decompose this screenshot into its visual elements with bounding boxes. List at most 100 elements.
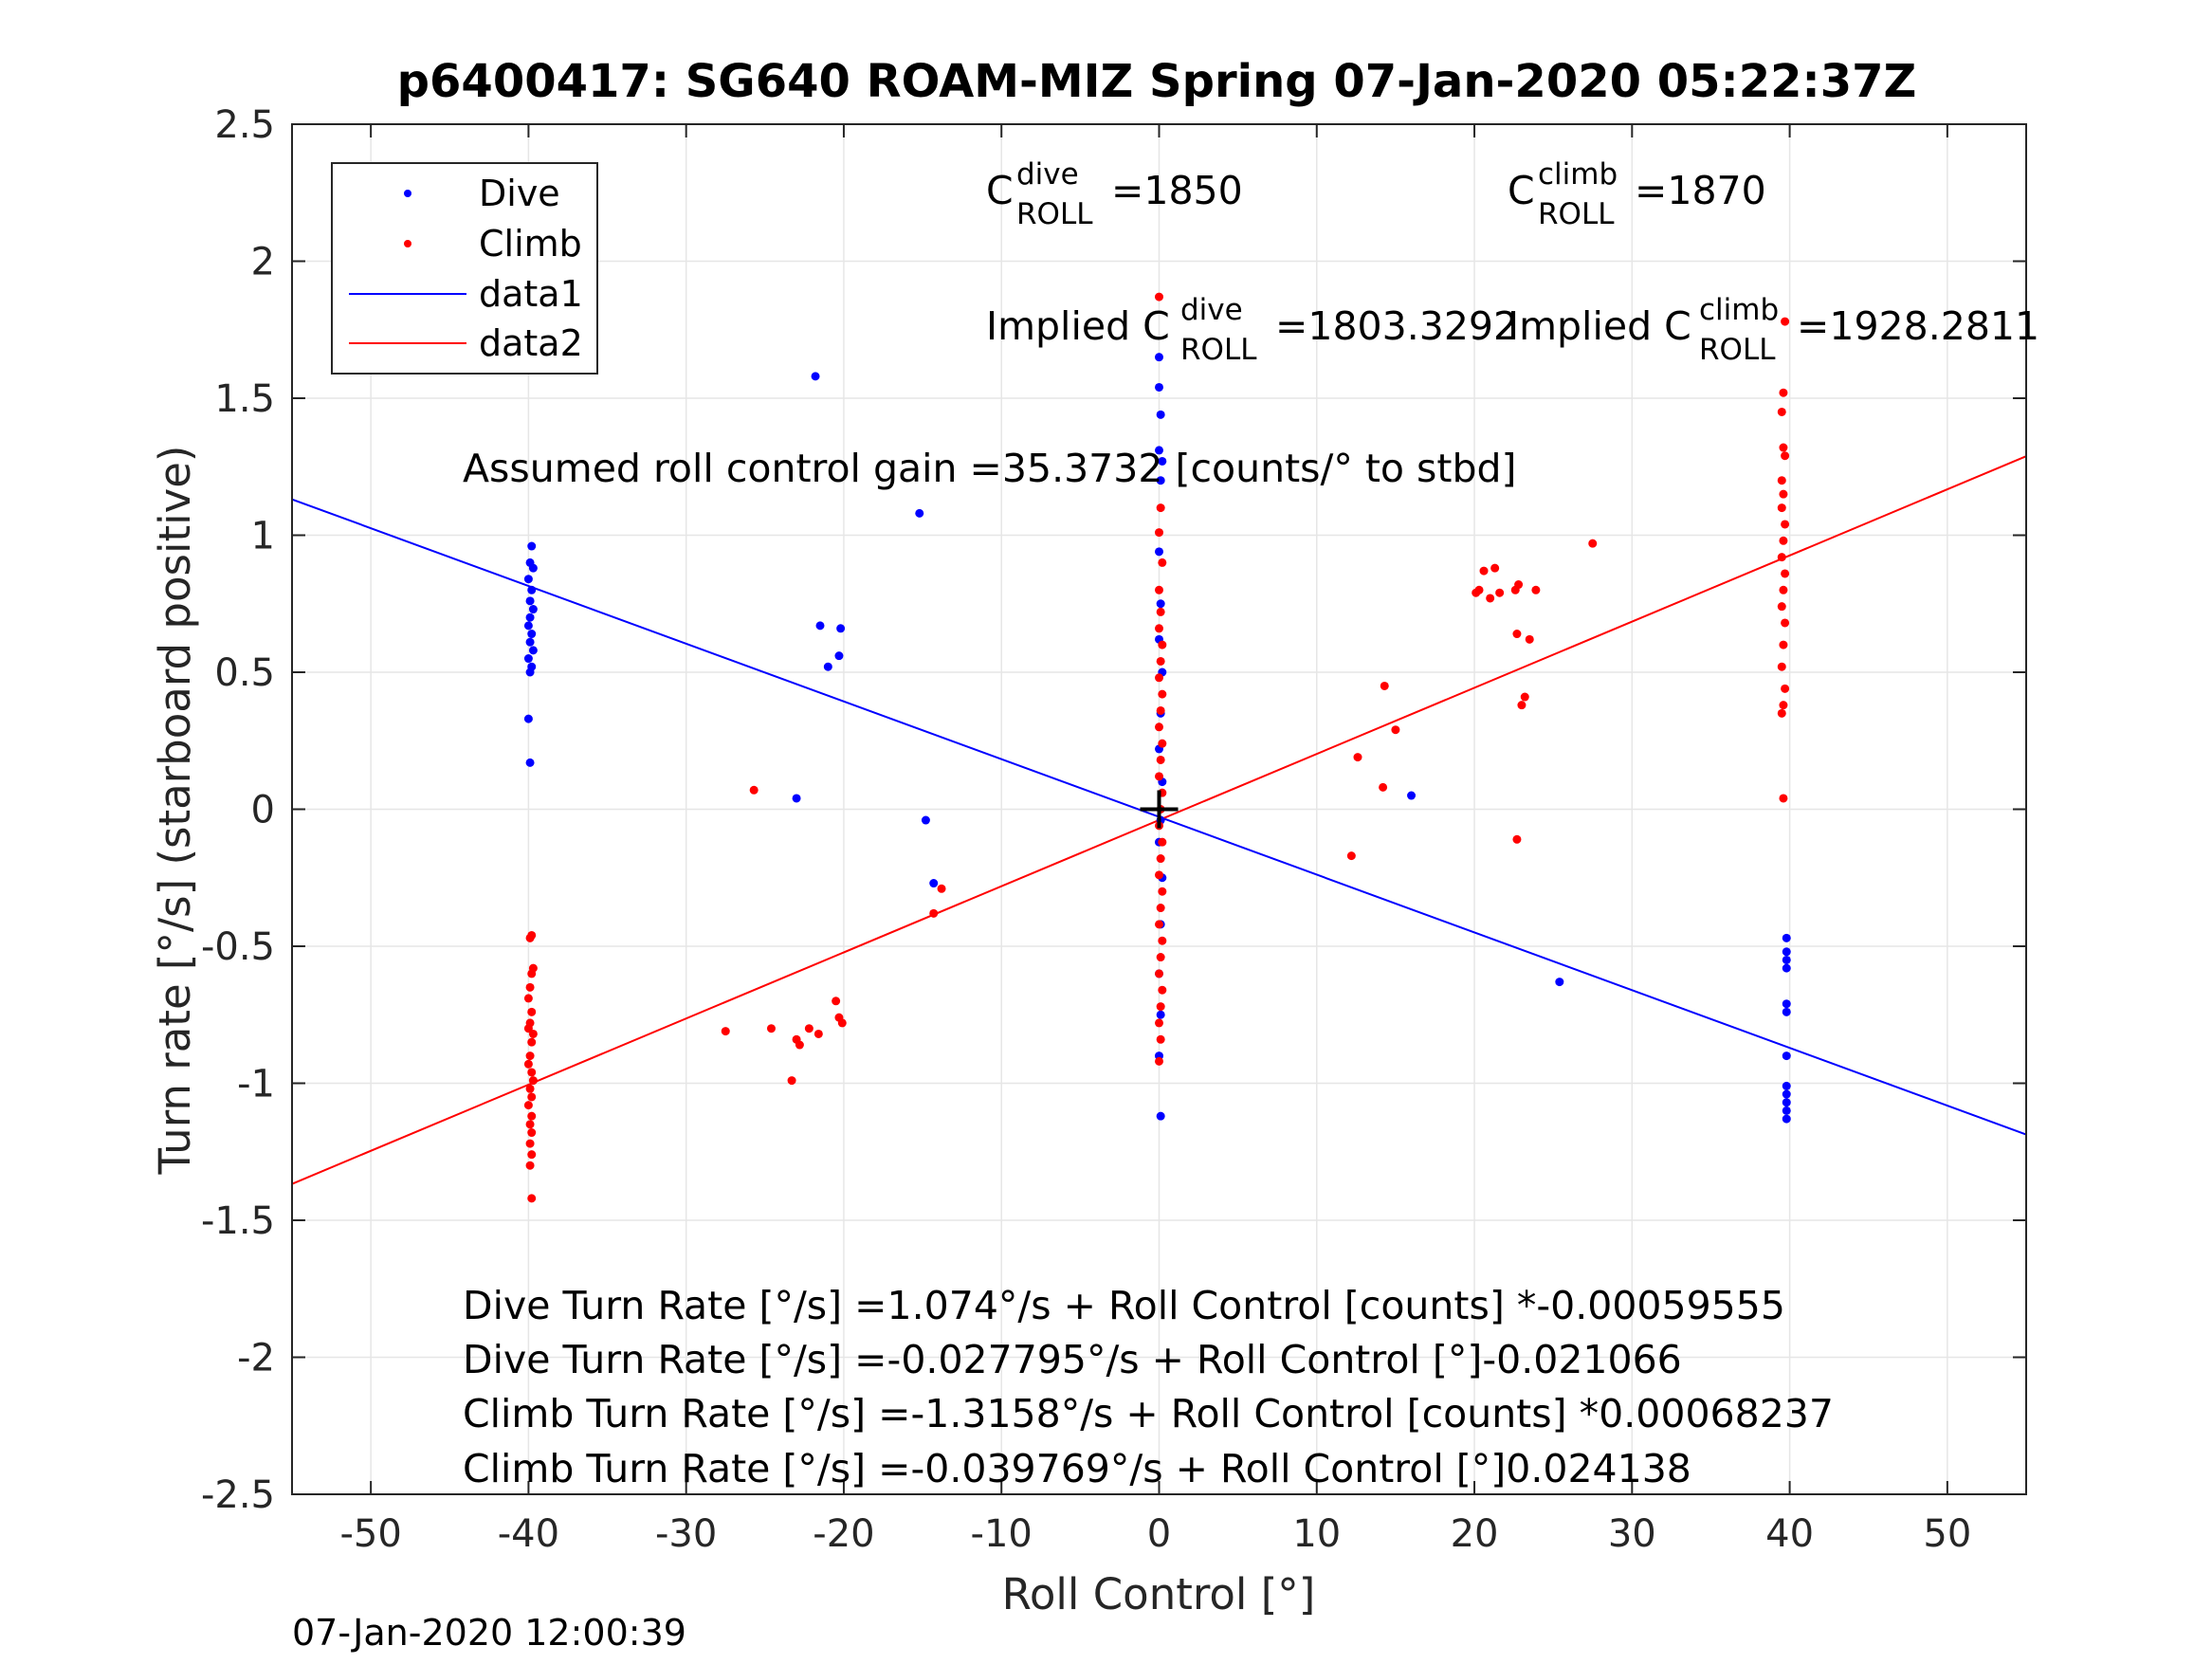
climb-point [1158,985,1167,995]
dive-point [527,630,537,639]
climb-point [1158,936,1167,945]
dive-point [1782,963,1791,973]
c-dive-value: =1850 [1111,168,1243,213]
dive-point [528,563,538,573]
c-dive-sup: dive [1016,157,1079,192]
climb-point [1514,580,1524,590]
legend: Dive Climb data1 data2 [331,162,598,375]
x-axis-label: Roll Control [°] [1002,1569,1316,1619]
climb-point [525,933,535,942]
climb-point [1777,476,1786,485]
climb-point [1156,1002,1165,1012]
climb-point [1155,585,1163,594]
climb-point [1777,407,1786,416]
x-tick-label: -40 [498,1512,559,1556]
dive-point [834,651,844,661]
x-tick-label: 10 [1292,1512,1341,1556]
plot-frame [291,123,2027,1495]
legend-data2-label: data2 [479,322,583,364]
climb-point [1155,1056,1163,1066]
climb-point [528,1076,538,1086]
climb-point [527,1150,537,1160]
y-tick-label: -1.5 [201,1199,275,1243]
climb-point [1531,585,1541,594]
dive-point [1156,476,1165,485]
climb-point [1156,904,1165,913]
climb-point [1777,708,1786,718]
climb-point [527,1111,537,1121]
climb-point [1158,837,1167,847]
equation-climb-degrees: Climb Turn Rate [°/s] =-0.039769°/s + Ro… [463,1446,1691,1491]
dive-point [792,794,801,803]
climb-point [1156,1034,1165,1044]
dive-point [1555,978,1564,987]
implied-dive-base: Implied C [986,303,1170,349]
fit-equations: Dive Turn Rate [°/s] =1.074°/s + Roll Co… [463,1283,1834,1491]
dive-point [525,667,535,677]
dive-point [1782,1007,1791,1016]
climb-point [1777,602,1786,612]
climb-point [795,1040,804,1050]
climb-point [1155,673,1163,683]
implied-dive-sup: dive [1180,293,1243,327]
climb-point [1490,563,1500,573]
climb-point [1781,618,1790,628]
legend-dive-label: Dive [479,173,560,214]
climb-point [1158,739,1167,748]
climb-point [1156,854,1165,864]
series [291,265,2027,1203]
y-tick-label: -2 [237,1337,275,1381]
x-tick-label: 30 [1608,1512,1656,1556]
legend-box [331,162,598,375]
annotation-implied-dive: Implied C dive ROLL =1803.3292 [986,293,1518,367]
climb-point [1158,558,1167,567]
climb-point [525,982,535,992]
climb-point [1781,317,1790,326]
climb-point [766,1024,776,1033]
dive-point [1782,1051,1791,1061]
dive-point [1782,999,1791,1009]
climb-point [1155,1018,1163,1028]
dive-point [1782,1089,1791,1099]
climb-point [1156,705,1165,715]
implied-dive-sub: ROLL [1180,333,1257,367]
climb-point [1156,607,1165,616]
x-tick-label: -50 [339,1512,401,1556]
dive-point [528,646,538,655]
dive-point [523,714,533,723]
annotation-implied-climb: Implied C climb ROLL =1928.2811 [1508,293,2039,367]
dive-point [1155,446,1163,455]
dive-point [1782,1114,1791,1124]
y-tick-label: -0.5 [201,925,275,969]
x-tick-label: 40 [1765,1512,1814,1556]
dive-point [1782,947,1791,957]
annotation-c-roll-climb: C climb ROLL =1870 [1508,157,1766,231]
equation-climb-counts: Climb Turn Rate [°/s] =-1.3158°/s + Roll… [463,1391,1834,1436]
y-axis-label: Turn rate [°/s] (starboard positive) [150,446,200,1176]
legend-dive-marker [404,190,411,197]
climb-point [527,1128,537,1138]
climb-point [1155,870,1163,880]
y-tick-label: 2.5 [214,103,275,147]
climb-point [1588,539,1598,548]
climb-point [1517,701,1526,710]
legend-climb-label: Climb [479,223,582,265]
climb-point [1391,725,1400,735]
dive-point [523,654,533,664]
climb-point [523,1059,533,1069]
climb-point [1525,634,1534,644]
climb-point [1781,520,1790,529]
y-tick-label: 1 [251,515,275,558]
climb-point [1512,630,1522,639]
climb-point [527,1068,537,1077]
dive-point [1156,1111,1165,1121]
dive-point [527,585,537,594]
dive-point [1782,1081,1791,1090]
climb-point [832,997,841,1006]
y-tick-label: 0 [251,789,275,832]
climb-point [1779,585,1788,594]
dive-point [1156,410,1165,419]
climb-point [1777,553,1786,562]
